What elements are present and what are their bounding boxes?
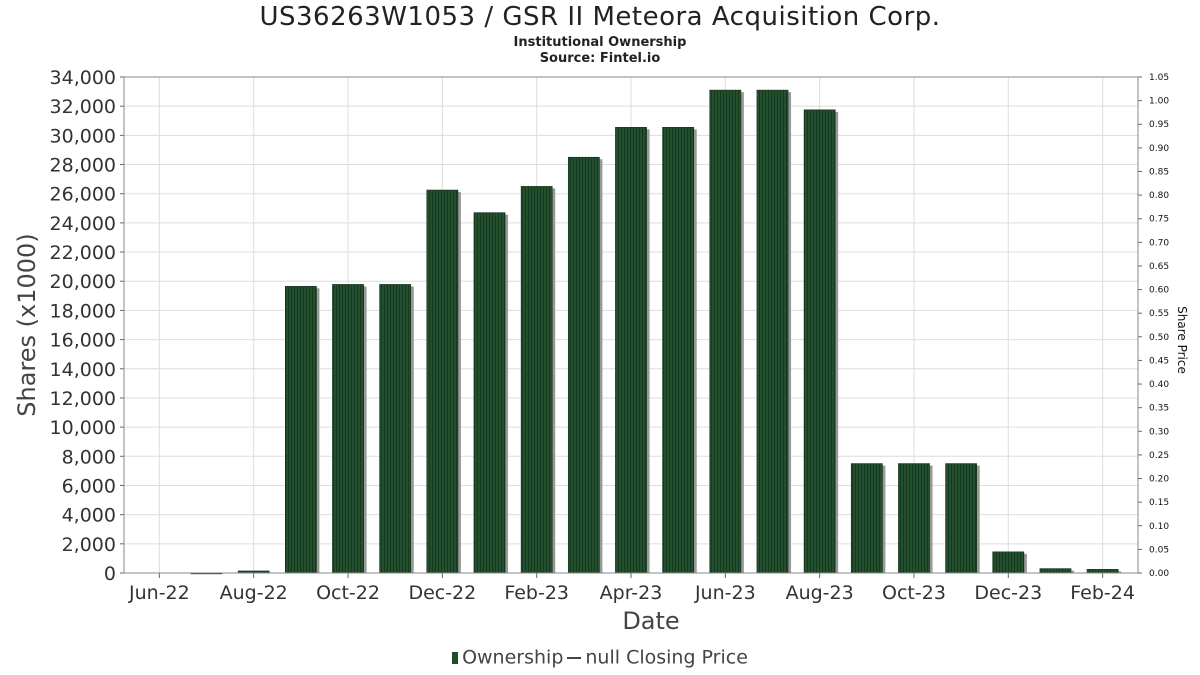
y2-tick-label: 0.15 xyxy=(1149,498,1169,508)
y2-tick-label: 0.30 xyxy=(1149,427,1169,437)
chart-subtitle: Institutional Ownership xyxy=(513,35,687,50)
y2-tick-label: 0.50 xyxy=(1149,333,1169,343)
y2-tick-label: 1.05 xyxy=(1149,73,1169,83)
y2-tick-label: 0.90 xyxy=(1149,144,1169,154)
y2-tick-label: 0.45 xyxy=(1149,356,1169,366)
ownership-bar xyxy=(284,286,317,574)
x-tick-label: Jun-22 xyxy=(128,582,190,604)
y2-tick-label: 0.05 xyxy=(1149,545,1169,555)
ownership-bar xyxy=(379,284,412,574)
ownership-bar xyxy=(520,186,553,574)
x-tick-label: Feb-24 xyxy=(1070,582,1135,604)
y2-tick-label: 0.75 xyxy=(1149,215,1169,225)
plot-frame xyxy=(123,76,1139,574)
ownership-bar xyxy=(426,189,459,574)
y2-tick-label: 0.85 xyxy=(1149,167,1169,177)
chart-legend: Ownership null Closing Price xyxy=(0,646,1200,669)
x-axis-title: Date xyxy=(622,607,679,635)
y-tick-label: 34,000 xyxy=(50,67,116,89)
ownership-bar xyxy=(615,127,647,574)
y2-tick-label: 1.00 xyxy=(1149,97,1169,107)
ownership-bar xyxy=(709,89,742,574)
y-tick-label: 22,000 xyxy=(50,242,116,264)
y2-tick-label: 0.20 xyxy=(1149,475,1169,485)
x-tick-label: Dec-22 xyxy=(408,582,476,604)
ownership-bar xyxy=(1086,569,1119,574)
ownership-bar xyxy=(473,212,506,574)
y-tick-label: 0 xyxy=(104,563,116,585)
chart-title: US36263W1053 / GSR II Meteora Acquisitio… xyxy=(259,2,941,32)
x-tick-label: Oct-23 xyxy=(882,582,946,604)
y2-tick-label: 0.60 xyxy=(1149,286,1169,296)
y2-tick-label: 0.65 xyxy=(1149,262,1169,272)
y2-tick-label: 0.00 xyxy=(1149,569,1169,579)
ownership-bar xyxy=(945,463,978,574)
ownership-legend-swatch xyxy=(452,651,459,664)
closing-price-legend-line xyxy=(567,656,582,659)
y-tick-label: 2,000 xyxy=(62,534,116,556)
y-tick-label: 10,000 xyxy=(50,417,116,439)
y-tick-label: 28,000 xyxy=(50,155,116,177)
legend-ownership-label: Ownership xyxy=(462,646,564,669)
y2-tick-label: 0.10 xyxy=(1149,522,1169,532)
ownership-bar xyxy=(850,463,883,574)
y-tick-label: 16,000 xyxy=(50,330,116,352)
y-tick-label: 6,000 xyxy=(62,475,116,497)
x-tick-label: Apr-23 xyxy=(600,582,663,604)
y2-tick-label: 0.25 xyxy=(1149,451,1169,461)
ownership-bar xyxy=(992,551,1025,574)
y-tick-label: 4,000 xyxy=(62,505,116,527)
x-tick-label: Aug-23 xyxy=(786,582,854,604)
ownership-bar xyxy=(898,463,930,574)
x-tick-label: Aug-22 xyxy=(220,582,288,604)
ownership-bar xyxy=(803,109,836,574)
ownership-bar xyxy=(567,156,600,574)
y-axis-title: Shares (x1000) xyxy=(13,233,41,416)
y2-tick-label: 0.55 xyxy=(1149,309,1169,319)
x-tick-label: Oct-22 xyxy=(316,582,380,604)
y2-tick-label: 0.70 xyxy=(1149,238,1169,248)
legend-closing-price-label: null Closing Price xyxy=(585,646,748,669)
y2-tick-label: 0.95 xyxy=(1149,120,1169,130)
chart-source: Source: Fintel.io xyxy=(539,51,661,66)
ownership-bar xyxy=(332,284,364,574)
ownership-bar xyxy=(662,127,695,574)
ownership-bar xyxy=(1039,568,1072,574)
y-tick-label: 26,000 xyxy=(50,184,116,206)
y-tick-label: 8,000 xyxy=(62,446,116,468)
y2-axis-title: Share Price xyxy=(1175,306,1189,374)
y-tick-label: 32,000 xyxy=(50,96,116,118)
x-tick-label: Feb-23 xyxy=(504,582,569,604)
y-tick-label: 12,000 xyxy=(50,388,116,410)
y2-tick-label: 0.40 xyxy=(1149,380,1169,390)
ownership-bar xyxy=(756,89,789,574)
x-tick-label: Jun-23 xyxy=(694,582,756,604)
y-tick-label: 18,000 xyxy=(50,300,116,322)
y2-tick-label: 0.80 xyxy=(1149,191,1169,201)
y-tick-label: 24,000 xyxy=(50,213,116,235)
y2-tick-label: 0.35 xyxy=(1149,404,1169,414)
x-tick-label: Dec-23 xyxy=(974,582,1042,604)
y-tick-label: 30,000 xyxy=(50,125,116,147)
y-tick-label: 14,000 xyxy=(50,359,116,381)
y-tick-label: 20,000 xyxy=(50,271,116,293)
